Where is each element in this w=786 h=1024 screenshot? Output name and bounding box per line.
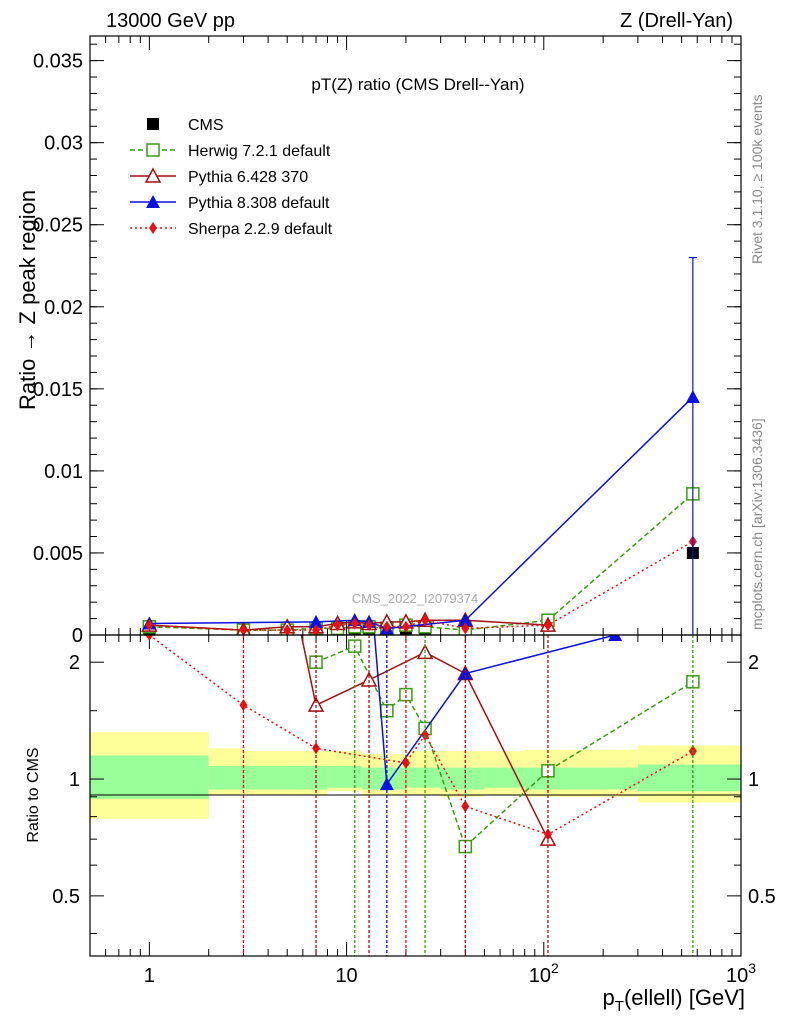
- main-plot-ticks: 0 0.005 0.01 0.015 0.02 0.025 0.03 0.035: [33, 36, 741, 647]
- ratio-plot-xlabel: pT(ellell) [GeV]: [603, 985, 745, 1015]
- ratio-plot-ylabel: Ratio to CMS: [25, 747, 42, 842]
- main-plot-title: pT(Z) ratio (CMS Drell--Yan): [311, 75, 524, 94]
- data-point-pythia8: [458, 613, 473, 627]
- ratio-y-tick-label-right: 1: [748, 769, 759, 791]
- series-line-pythia8: [373, 635, 616, 787]
- x-tick-label: 102: [529, 960, 559, 987]
- y-tick-label: 0.025: [33, 215, 83, 237]
- uncertainty-band-inner: [243, 766, 328, 790]
- legend-marker-herwig: [146, 143, 160, 157]
- main-plot-ylabel: Ratio → Z peak region: [15, 190, 40, 410]
- ratio-y-tick-label-right: 2: [748, 652, 759, 674]
- data-point-sherpa: [421, 728, 430, 741]
- data-point-sherpa: [421, 614, 430, 627]
- uncertainty-band-inner: [637, 764, 741, 792]
- source-label: mcplots.cern.ch [arXiv:1306.3436]: [749, 418, 765, 630]
- data-point-sherpa: [312, 742, 321, 755]
- rivet-label: Rivet 3.1.10, ≥ 100k events: [749, 94, 765, 264]
- uncertainty-band-inner: [484, 767, 525, 788]
- legend: CMS Herwig 7.2.1 default Pythia 6.428 370 P…: [130, 117, 333, 238]
- legend-marker-pythia8: [146, 195, 160, 208]
- data-point-sherpa: [543, 619, 552, 632]
- y-tick-label: 0.015: [33, 379, 83, 401]
- main-plot-series: [141, 256, 700, 635]
- uncertainty-band-inner: [440, 767, 485, 790]
- uncertainty-band-inner: [327, 766, 363, 788]
- legend-marker-pythia6: [144, 167, 162, 183]
- data-point-sherpa: [145, 619, 154, 632]
- data-point-sherpa: [283, 624, 292, 635]
- legend-marker-sherpa: [149, 222, 157, 234]
- ratio-y-tick-label: 1: [69, 769, 80, 791]
- data-point-sherpa: [382, 620, 391, 633]
- data-point-pythia6: [360, 671, 378, 687]
- process-label: Z (Drell-Yan): [620, 10, 733, 32]
- y-tick-label: 0.01: [44, 461, 83, 483]
- uncertainty-band-inner: [208, 766, 244, 790]
- y-tick-label: 0.035: [33, 51, 83, 73]
- data-point-sherpa: [401, 620, 410, 633]
- uncertainty-band-inner: [90, 755, 209, 799]
- legend-label-herwig: Herwig 7.2.1 default: [188, 143, 331, 160]
- series-line-herwig: [315, 645, 694, 848]
- ratio-plot-ticks: 1 10 102 103 0.5 0.5 1 1 2 2: [52, 635, 776, 987]
- y-tick-label: 0.005: [33, 543, 83, 565]
- ratio-y-tick-label: 2: [69, 652, 80, 674]
- legend-label-cms: CMS: [188, 117, 224, 134]
- x-tick-label: 103: [726, 960, 756, 987]
- data-point-sherpa: [461, 622, 470, 635]
- ratio-y-tick-label: 0.5: [52, 886, 80, 908]
- data-point-sherpa: [350, 617, 359, 630]
- y-tick-label: 0.03: [44, 133, 83, 155]
- ratio-plot-panel: 1 10 102 103 0.5 0.5 1 1 2 2 Ratio to CMS pT(elle…: [25, 634, 776, 1015]
- legend-label-pythia6: Pythia 6.428 370: [188, 169, 308, 186]
- data-point-sherpa: [365, 619, 374, 632]
- data-point-sherpa: [239, 624, 248, 635]
- uncertainty-band-inner: [405, 767, 441, 788]
- series-line-sherpa: [148, 635, 694, 836]
- ratio-uncertainty-bands: [90, 732, 741, 819]
- series-line-pythia6: [300, 635, 549, 840]
- energy-label: 13000 GeV pp: [106, 10, 235, 32]
- data-point-sherpa: [333, 619, 342, 632]
- x-tick-label: 1: [144, 965, 155, 987]
- data-point-pythia8: [458, 666, 473, 680]
- data-point-sherpa: [145, 635, 154, 641]
- data-point-pythia8: [608, 635, 623, 641]
- ratio-y-tick-label-right: 0.5: [748, 886, 776, 908]
- ratio-plot-series: [145, 635, 700, 956]
- data-point-sherpa: [543, 828, 552, 841]
- data-point-sherpa: [312, 624, 321, 635]
- x-tick-label: 10: [335, 965, 357, 987]
- data-point-pythia8: [309, 614, 324, 628]
- y-tick-label: 0.02: [44, 297, 83, 319]
- y-tick-label: 0: [72, 625, 83, 647]
- legend-marker-cms: [147, 118, 159, 130]
- legend-label-pythia8: Pythia 8.308 default: [188, 195, 330, 212]
- main-plot-panel: 0 0.005 0.01 0.015 0.02 0.025 0.03 0.035 pT(Z) …: [15, 35, 742, 647]
- legend-label-sherpa: Sherpa 2.2.9 default: [188, 221, 333, 238]
- main-plot-background: [90, 36, 741, 635]
- ratio-plot-frame: [89, 634, 742, 957]
- series-line-pythia6: [149, 619, 549, 631]
- analysis-watermark: CMS_2022_I2079374: [352, 591, 479, 606]
- data-point-pythia8: [379, 777, 394, 791]
